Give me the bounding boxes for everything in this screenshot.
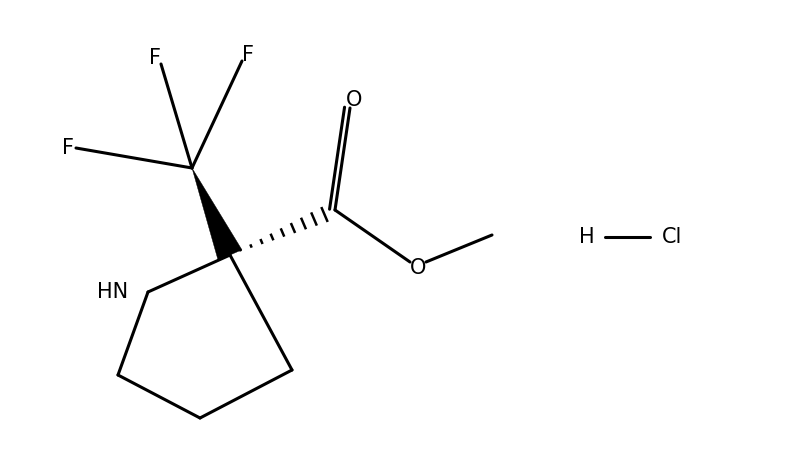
Polygon shape xyxy=(192,168,242,260)
Text: O: O xyxy=(346,90,362,110)
Text: F: F xyxy=(62,138,74,158)
Text: F: F xyxy=(149,48,161,68)
Text: Cl: Cl xyxy=(662,227,682,247)
Text: O: O xyxy=(410,258,426,278)
Text: HN: HN xyxy=(97,282,128,302)
Text: H: H xyxy=(579,227,595,247)
Text: F: F xyxy=(242,45,254,65)
